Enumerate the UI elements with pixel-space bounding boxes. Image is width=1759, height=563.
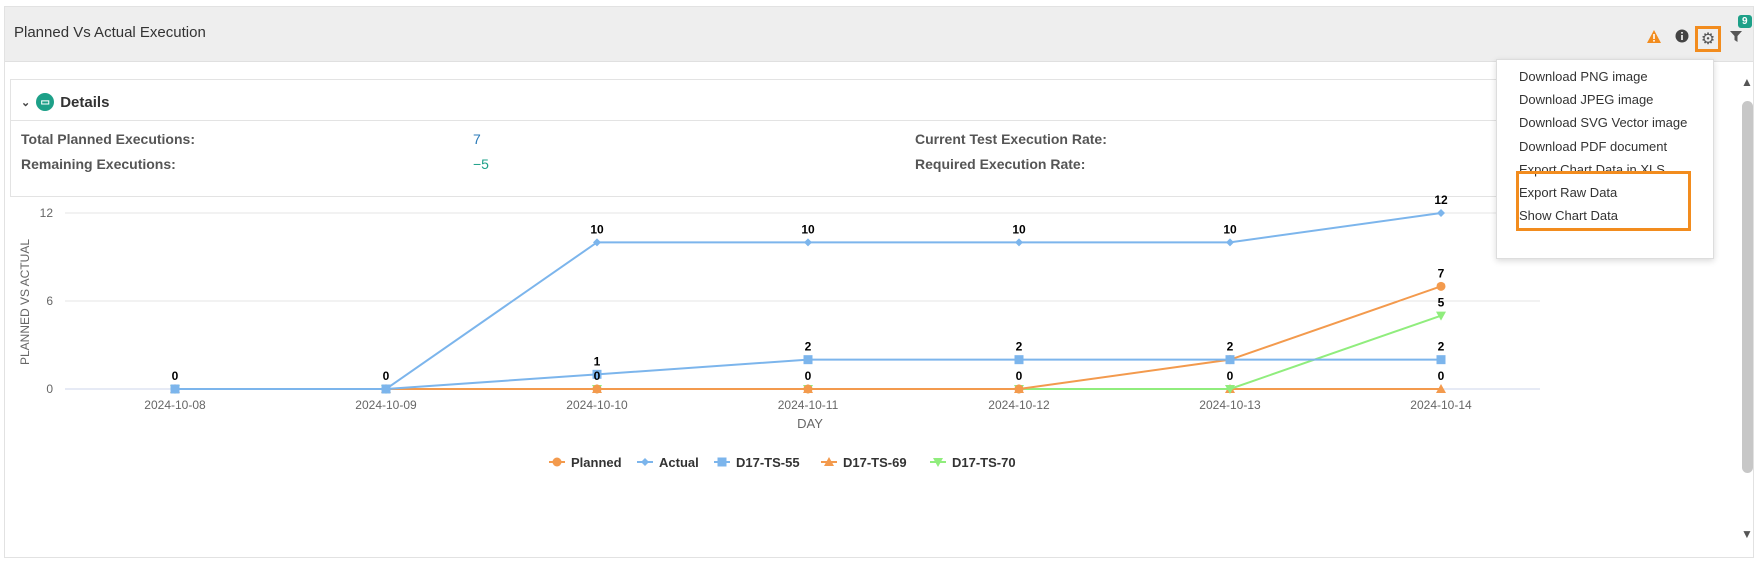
x-tick-label: 2024-10-08: [144, 398, 206, 412]
gear-icon[interactable]: ⚙: [1695, 26, 1721, 52]
data-label: 10: [590, 222, 604, 236]
legend-marker: [933, 458, 943, 467]
data-label: 12: [1434, 193, 1448, 207]
scrollbar[interactable]: ▲ ▼: [1738, 71, 1758, 559]
data-label: 10: [801, 222, 815, 236]
details-header[interactable]: ⌄ ▭ Details: [21, 90, 109, 114]
data-label: 5: [1438, 296, 1445, 310]
data-label: 2: [1227, 340, 1234, 354]
data-label: 0: [805, 369, 812, 383]
details-section: ⌄ ▭ Details Total Planned Executions: 7 …: [10, 79, 1530, 197]
data-point: [592, 384, 602, 394]
warning-icon[interactable]: [1645, 27, 1663, 45]
legend-label: D17-TS-55: [736, 455, 800, 470]
legend-marker: [824, 457, 834, 466]
data-point: [1436, 311, 1446, 321]
data-label: 0: [594, 369, 601, 383]
panel-header: Planned Vs Actual Execution ⚙ 9: [5, 7, 1753, 62]
menu-item-download-png-image[interactable]: Download PNG image: [1519, 69, 1648, 84]
data-point: [1014, 355, 1024, 365]
data-point: [1436, 355, 1446, 365]
x-tick-label: 2024-10-12: [988, 398, 1050, 412]
data-point: [1225, 385, 1235, 394]
remaining-label: Remaining Executions:: [21, 156, 176, 172]
data-label: 10: [1012, 222, 1026, 236]
total-planned-label: Total Planned Executions:: [21, 131, 195, 147]
scroll-up-icon[interactable]: ▲: [1741, 75, 1753, 89]
details-title: Details: [60, 93, 110, 111]
menu-item-download-pdf-document[interactable]: Download PDF document: [1519, 138, 1668, 154]
y-tick-label: 0: [46, 382, 53, 396]
x-tick-label: 2024-10-13: [1199, 398, 1261, 412]
menu-item-download-jpeg-image[interactable]: Download JPEG image: [1519, 92, 1654, 108]
menu-item-export-raw-data[interactable]: Export Raw Data: [1519, 185, 1618, 200]
required-rate-label: Required Execution Rate:: [915, 156, 1086, 172]
x-tick-label: 2024-10-11: [778, 398, 839, 412]
info-icon[interactable]: [1673, 27, 1691, 45]
data-point: [593, 238, 601, 247]
legend-marker: [717, 457, 727, 467]
data-point: [803, 384, 813, 394]
data-point: [1014, 384, 1024, 394]
y-axis-title: PLANNED VS ACTUAL: [18, 239, 32, 365]
data-point: [171, 385, 179, 393]
chart-panel: Planned Vs Actual Execution ⚙ 9 ⌄ ▭ Deta…: [4, 6, 1754, 558]
data-point: [382, 385, 390, 393]
data-label: 10: [1223, 222, 1237, 236]
data-label: 0: [172, 369, 179, 383]
data-label: 0: [1227, 369, 1234, 383]
x-tick-label: 2024-10-09: [355, 398, 417, 412]
x-axis-title: DAY: [797, 416, 823, 431]
legend-label: Actual: [659, 455, 699, 470]
current-rate-label: Current Test Execution Rate:: [915, 131, 1107, 147]
menu-item-export-chart-data-in-xls[interactable]: Export Chart Data in XLS: [1519, 161, 1665, 177]
monitor-icon: ▭: [36, 93, 55, 111]
export-menu: Download PNG image Download JPEG image Dow…: [1496, 59, 1714, 259]
details-divider: [11, 120, 1529, 121]
y-tick-label: 6: [46, 294, 53, 308]
data-label: 2: [1016, 340, 1023, 354]
legend-label: D17-TS-70: [952, 455, 1016, 470]
data-label: 7: [1438, 266, 1445, 280]
data-point: [1436, 281, 1446, 291]
y-tick-label: 12: [40, 206, 54, 220]
data-point: [803, 355, 813, 365]
legend-label: D17-TS-69: [843, 455, 907, 470]
data-label: 0: [1438, 369, 1445, 383]
data-point: [1226, 238, 1234, 247]
panel-title: Planned Vs Actual Execution: [14, 24, 206, 41]
data-point: [1015, 238, 1023, 247]
x-tick-label: 2024-10-14: [1410, 398, 1472, 412]
chevron-down-icon[interactable]: ⌄: [21, 96, 31, 109]
data-label: 0: [1016, 369, 1023, 383]
filter-count-badge: 9: [1738, 15, 1752, 28]
menu-item-download-svg-vector-image[interactable]: Download SVG Vector image: [1519, 115, 1688, 131]
x-tick-label: 2024-10-10: [566, 398, 628, 412]
data-point: [1437, 209, 1445, 217]
data-label: 1: [594, 354, 601, 368]
legend-marker: [641, 458, 649, 466]
data-label: 2: [1438, 340, 1445, 354]
legend-label: Planned: [571, 455, 622, 470]
menu-item-show-chart-data[interactable]: Show Chart Data: [1519, 208, 1618, 224]
scroll-thumb[interactable]: [1742, 101, 1753, 473]
data-label: 0: [383, 369, 390, 383]
data-label: 2: [805, 340, 812, 354]
data-point: [1436, 384, 1446, 393]
remaining-value: −5: [473, 156, 489, 172]
data-point: [592, 369, 602, 379]
data-point: [804, 238, 812, 247]
data-point: [1225, 355, 1235, 365]
filter-icon[interactable]: [1727, 27, 1745, 45]
total-planned-value: 7: [473, 131, 481, 147]
scroll-down-icon[interactable]: ▼: [1741, 527, 1753, 541]
legend-marker: [552, 457, 562, 467]
